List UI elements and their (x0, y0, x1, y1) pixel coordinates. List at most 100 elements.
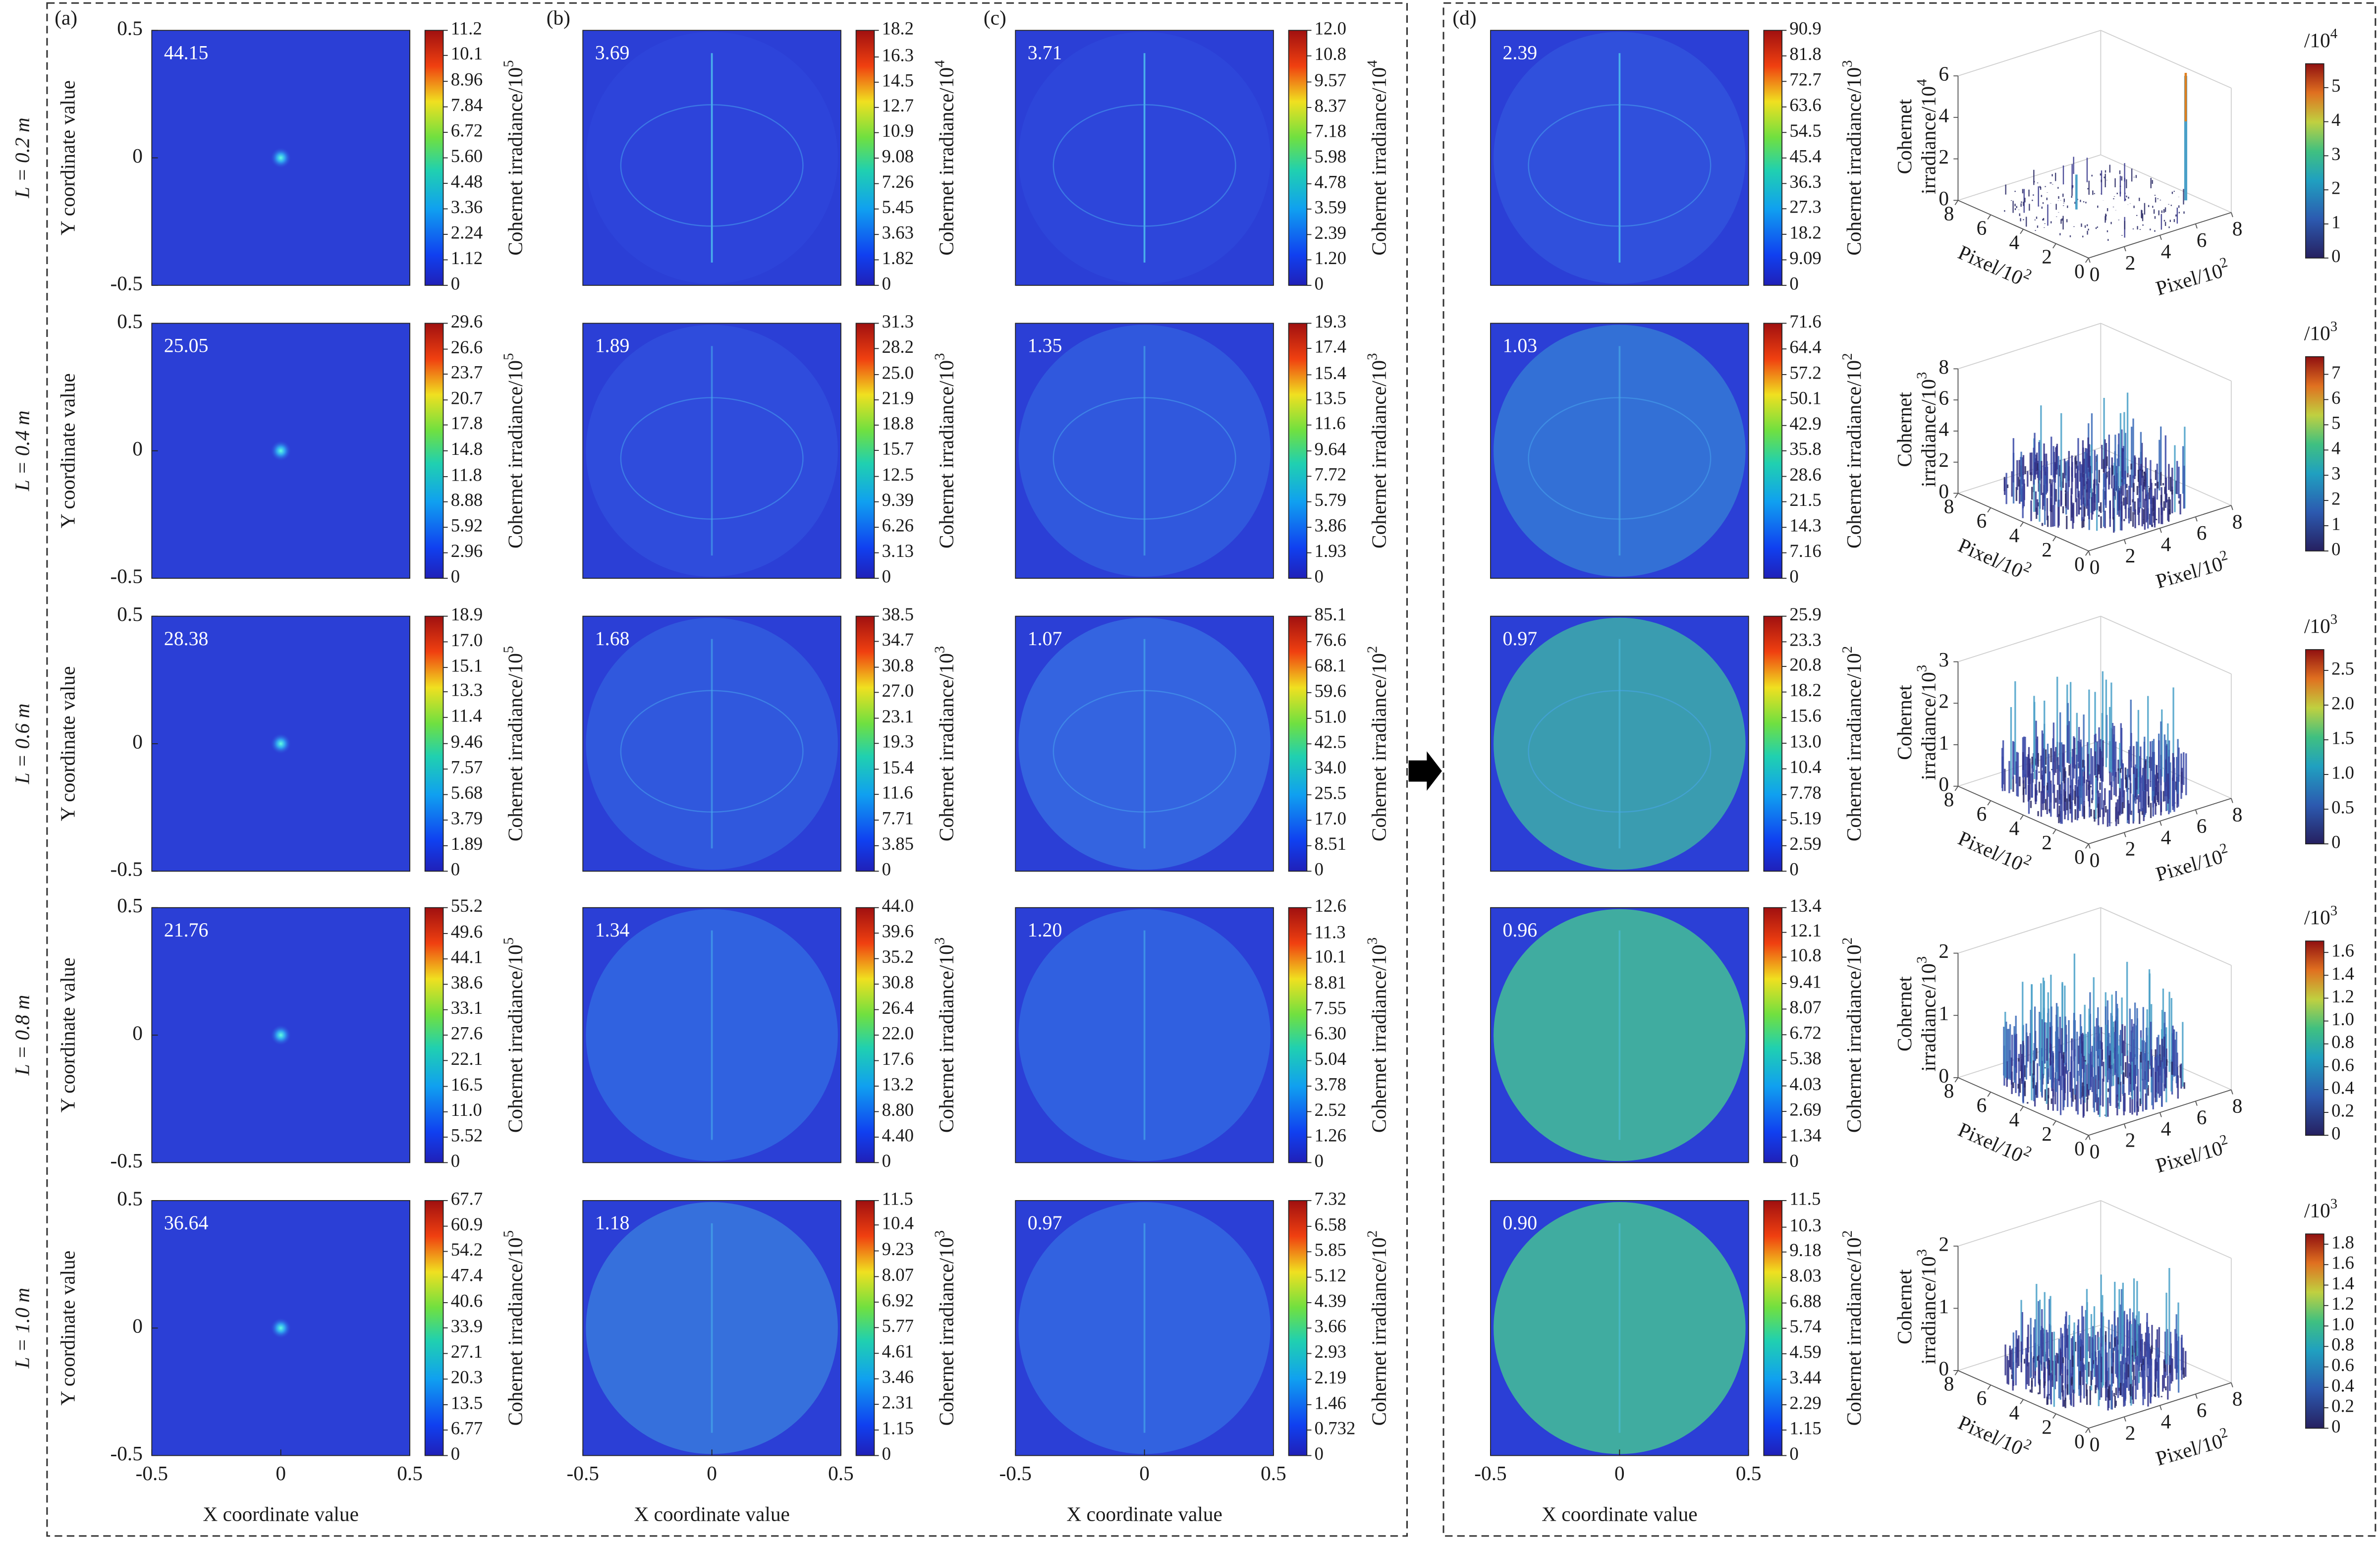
colorbar-tick-label: 3.86 (1315, 515, 1346, 536)
x-tick-label: 4 (2161, 1410, 2171, 1433)
y-tick-label: 4 (2009, 1401, 2019, 1424)
colorbar-tick-label: 36.3 (1789, 171, 1821, 192)
colorbar-tick-label: 9.64 (1315, 439, 1346, 459)
colorbar-tick-label: 3.79 (451, 808, 483, 828)
z-tick-label: 6 (1938, 386, 1949, 409)
annotation: 28.38 (164, 628, 209, 650)
y-tick-label: 0 (2074, 552, 2085, 575)
x-tick (2159, 528, 2162, 533)
colorbar-tick-label: 0 (1315, 859, 1324, 880)
colorbar-tick-label: 0 (1789, 1443, 1798, 1464)
colorbar-tick-label: 5.19 (1789, 808, 1821, 828)
colorbar-label-exp: 3 (1364, 353, 1380, 360)
y-tick-label: 0 (132, 730, 143, 753)
colorbar-tick-label: 3.13 (882, 541, 914, 561)
colorbar-tick-label: 18.9 (451, 604, 483, 624)
y-tick-label: 0 (132, 144, 143, 167)
x-tick (2123, 1417, 2126, 1422)
colorbar-tick-label: 50.1 (1789, 387, 1821, 408)
x-tick-label: 0 (2090, 1433, 2100, 1456)
z-axis-label: Cohernet (1893, 99, 1916, 174)
group-box (1442, 2, 2377, 1537)
colorbar-tick-label: 17.0 (1315, 808, 1346, 828)
colorbar-tick-label: 5.98 (1315, 146, 1346, 166)
heatmap-disk (586, 909, 838, 1161)
x-tick (2159, 1112, 2162, 1117)
colorbar-tick-label: 5 (2331, 413, 2340, 433)
colorbar-tick-label: 4 (2331, 438, 2340, 458)
colorbar-tick-label: 1.0 (2331, 1009, 2354, 1029)
colorbar-tick-label: 0 (882, 859, 891, 880)
colorbar-tick-label: 1.0 (2331, 1314, 2354, 1334)
x-tick (2230, 1382, 2233, 1387)
axes-frame (1490, 30, 1749, 286)
colorbar-tick-label: 1.2 (2331, 1293, 2354, 1314)
colorbar-label: /103 (2304, 319, 2337, 345)
colorbar-label-base: /10 (2304, 322, 2330, 344)
colorbar-tick-label: 13.2 (882, 1074, 914, 1094)
axes-frame (1015, 615, 1274, 872)
colorbar-tick-label: 25.0 (882, 362, 914, 383)
colorbar-tick-label: 10.8 (1315, 44, 1346, 64)
colorbar-tick-label: 12.1 (1789, 920, 1821, 940)
x-tick (2230, 505, 2233, 510)
colorbar-tick-label: 20.7 (451, 388, 483, 408)
x-tick-label: 2 (2125, 1128, 2136, 1151)
y-tick (2085, 843, 2089, 849)
colorbar-label-exp: 2 (1364, 646, 1380, 653)
x-axis-label-base: Pixel/10 (2153, 1430, 2225, 1470)
colorbar-tick-label: 2.96 (451, 541, 483, 561)
colorbar-tick-label: 2.0 (2331, 693, 2354, 713)
x-axis-label-base: Pixel/10 (2153, 259, 2225, 300)
colorbar-tick-label: 23.3 (1789, 630, 1821, 650)
y-tick (2052, 536, 2056, 542)
z-tick-label: 6 (1938, 62, 1949, 85)
colorbar (2305, 356, 2325, 551)
colorbar (424, 1200, 444, 1456)
colorbar-tick-label: 26.6 (451, 337, 483, 357)
colorbar (855, 1200, 875, 1456)
axes-frame (1490, 907, 1749, 1163)
colorbar-tick-label: 57.2 (1789, 362, 1821, 383)
y-tick (1987, 800, 1992, 806)
colorbar-tick-label: 11.5 (1789, 1188, 1821, 1209)
colorbar-label: Cohernet irradiance/103 (932, 646, 958, 841)
colorbar-tick-label: 63.6 (1789, 95, 1821, 115)
colorbar-tick-label: 27.1 (451, 1341, 483, 1362)
colorbar-tick-label: 7 (2331, 362, 2340, 383)
colorbar-tick-label: 3 (2331, 144, 2340, 164)
y-tick-label: 4 (2009, 231, 2019, 254)
floor-axes (1958, 1370, 2232, 1429)
axes-frame (1015, 323, 1274, 579)
y-tick-label: 0 (132, 437, 143, 460)
x-axis-label-base: Pixel/10 (2153, 845, 2225, 886)
colorbar-tick-label: 6.77 (451, 1418, 483, 1438)
colorbar (1288, 30, 1308, 286)
row-label: L = 0.4 m (10, 410, 33, 492)
colorbar-label: Cohernet irradiance/105 (500, 60, 527, 255)
colorbar-tick-label: 6.26 (882, 515, 914, 536)
colorbar-tick-label: 39.6 (882, 921, 914, 941)
colorbar-label-exp: 5 (500, 937, 516, 944)
colorbar-tick-label: 1.15 (1789, 1418, 1821, 1438)
z-tick-label: 0 (1938, 187, 1949, 210)
colorbar-tick-label: 31.3 (882, 311, 914, 331)
colorbar-label: Cohernet irradiance/102 (1839, 1230, 1866, 1426)
colorbar-tick-label: 0.6 (2331, 1355, 2354, 1375)
colorbar-tick-label: 5 (2331, 75, 2340, 96)
axis-wall (1958, 323, 2232, 506)
colorbar-label: Cohernet irradiance/102 (1364, 646, 1390, 841)
colorbar-tick-label: 54.5 (1789, 120, 1821, 141)
colorbar-label-exp: 5 (500, 1230, 516, 1237)
y-tick (1954, 1370, 1959, 1376)
colorbar-label: Cohernet irradiance/102 (1364, 1230, 1390, 1426)
colorbar-label: Cohernet irradiance/103 (1364, 937, 1390, 1133)
x-tick (2230, 798, 2233, 803)
colorbar-tick-label: 8.07 (1789, 997, 1821, 1017)
colorbar-tick-label: 17.8 (451, 413, 483, 433)
colorbar-tick-label: 51.0 (1315, 706, 1346, 726)
y-tick-label: 0 (2074, 845, 2085, 868)
colorbar-label-exp: 3 (932, 646, 947, 653)
colorbar-tick-label: 0.4 (2331, 1375, 2354, 1395)
